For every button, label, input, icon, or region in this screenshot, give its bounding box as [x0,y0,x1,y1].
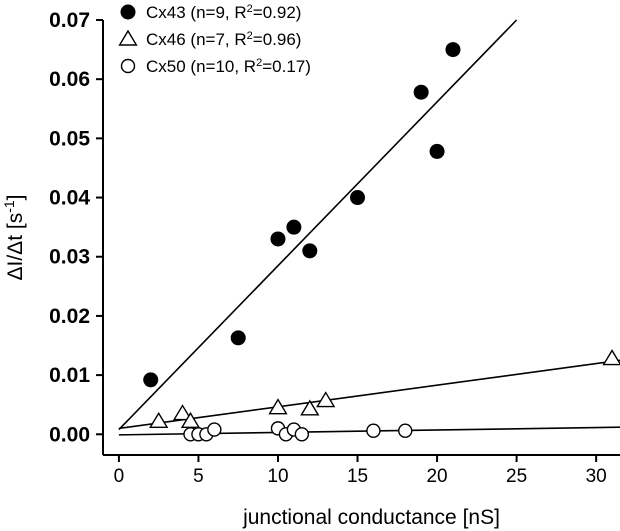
x-tick-label: 0 [114,466,125,487]
data-point [143,372,159,388]
data-point [180,411,201,428]
x-tick-label: 15 [347,466,368,487]
fit-line-series-0 [118,19,518,431]
data-point [294,427,310,442]
legend-entry-sup: 2 [247,30,253,42]
axes: 0.00 0.01 0.02 0.03 0.04 0.05 0.06 0.07 0 5 10 15 20… [49,9,620,487]
data-point [230,330,246,346]
x-tick-label: 10 [267,466,288,487]
legend-entry: Cx50 (n=10, R2=0.17) [146,57,311,76]
fit-line-series-1 [118,359,620,430]
legend-marker [118,29,138,46]
legend-entry-text: =0.92) [253,3,302,22]
y-tick-label: 0.05 [49,127,90,150]
y-axis-label-main: ΔI/Δt [s [4,213,27,281]
legend-marker [120,4,136,20]
legend-marker [120,58,136,74]
y-axis-label-close: ] [4,194,27,200]
legend: Cx43 (n=9, R2=0.92)Cx46 (n=7, R2=0.96)Cx… [118,3,311,76]
legend-entry: Cx46 (n=7, R2=0.96) [146,30,301,49]
data-point [207,422,222,437]
data-point [286,219,302,235]
legend-entry-text: Cx50 (n=10, R [146,57,256,76]
x-tick-label: 5 [193,466,204,487]
legend-entry: Cx43 (n=9, R2=0.92) [146,3,301,22]
y-axis-label: ΔI/Δt [s-1] [1,194,27,280]
data-point [316,391,336,408]
legend-entry-text: Cx43 (n=9, R [146,3,247,22]
y-tick-label: 0.04 [49,187,90,210]
x-tick-label: 25 [506,466,527,487]
data-point [172,404,193,421]
fit-lines [118,19,620,436]
data-point [398,423,413,438]
data-point [413,84,429,100]
data-point [270,231,286,247]
legend-entry-text: =0.17) [262,57,311,76]
y-tick-label: 0.03 [49,246,90,269]
legend-entry-text: Cx46 (n=7, R [146,30,247,49]
y-axis-label-sup: -1 [1,200,17,213]
y-tick-label: 0.06 [49,68,90,91]
data-point [366,423,381,438]
y-tick-label: 0.00 [49,423,90,446]
data-point [300,399,320,416]
y-tick-label: 0.02 [49,305,90,328]
legend-entry-text: =0.96) [253,30,302,49]
data-point [429,143,445,159]
data-point [149,411,169,428]
data-point [350,190,366,206]
data-point [445,42,461,58]
y-tick-label: 0.07 [49,9,90,32]
data-point [602,349,620,366]
data-point [302,243,318,259]
legend-entry-sup: 2 [247,3,253,15]
x-tick-label: 20 [426,466,447,487]
legend-entry-sup: 2 [256,57,262,69]
data-points [143,42,620,442]
x-tick-label: 30 [586,466,607,487]
data-point [268,398,288,415]
y-tick-label: 0.01 [49,364,90,387]
x-axis-label: junctional conductance [nS] [242,506,500,529]
